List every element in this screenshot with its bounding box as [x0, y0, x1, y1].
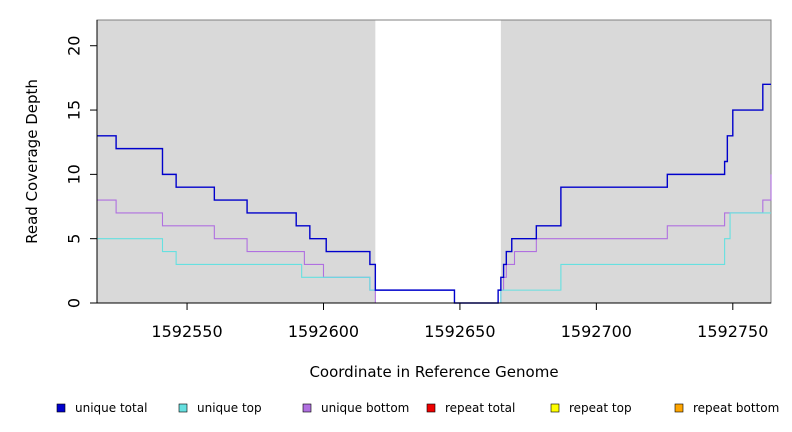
x-axis-title: Coordinate in Reference Genome	[309, 363, 558, 381]
y-tick-label: 20	[65, 36, 84, 56]
legend-label: unique top	[197, 401, 262, 415]
legend-swatch	[178, 403, 188, 413]
legend-label: repeat bottom	[693, 401, 779, 415]
x-tick-label: 1592750	[697, 322, 768, 341]
y-tick-label: 15	[65, 100, 84, 120]
x-tick-label: 1592650	[424, 322, 495, 341]
shaded-region-1	[500, 20, 771, 303]
x-tick-label: 1592550	[151, 322, 222, 341]
y-axis-title: Read Coverage Depth	[23, 79, 41, 244]
legend: unique total unique top unique bottom repea…	[56, 401, 779, 415]
legend-label: unique total	[75, 401, 147, 415]
x-tick-label: 1592700	[561, 322, 632, 341]
shaded-regions	[97, 20, 771, 303]
y-tick-label: 5	[65, 234, 84, 244]
legend-swatch	[302, 403, 312, 413]
x-tick-label: 1592600	[288, 322, 359, 341]
legend-label: repeat top	[569, 401, 632, 415]
legend-swatch	[426, 403, 436, 413]
legend-swatch	[674, 403, 684, 413]
y-tick-label: 10	[65, 164, 84, 184]
y-tick-label: 0	[65, 298, 84, 308]
legend-label: repeat total	[445, 401, 515, 415]
axes: 1592550 1592600 1592650 1592700 1592750 0 5 10 1…	[65, 20, 771, 341]
legend-label: unique bottom	[321, 401, 409, 415]
shaded-region-0	[97, 20, 376, 303]
legend-swatch	[56, 403, 66, 413]
legend-swatch	[550, 403, 560, 413]
